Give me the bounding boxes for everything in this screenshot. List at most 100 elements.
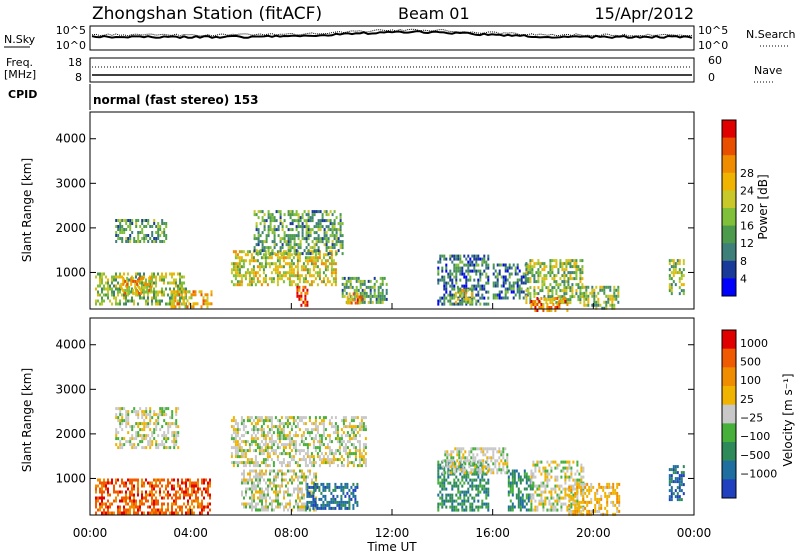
power-cell-2	[134, 282, 137, 286]
velocity-cell-2	[302, 434, 305, 438]
velocity-cell-5	[437, 481, 440, 485]
power-cell-14	[609, 294, 612, 298]
velocity-cell-7	[521, 496, 524, 500]
velocity-cell-2	[262, 458, 265, 462]
velocity-cell-5	[475, 505, 478, 509]
velocity-cell-9	[582, 497, 585, 501]
power-cell-12	[567, 283, 570, 287]
velocity-cell-9	[606, 482, 609, 486]
power-cell-5	[267, 225, 270, 229]
power-cell-12	[549, 262, 552, 266]
velocity-cell-9	[618, 500, 621, 504]
velocity-cell-5	[437, 466, 440, 470]
power-cell-4	[304, 265, 307, 269]
velocity-cell-2	[238, 428, 241, 432]
cpid-text: normal (fast stereo) 153	[93, 93, 259, 107]
velocity-cell-1	[153, 431, 156, 435]
velocity-cell-7	[531, 487, 534, 491]
velocity-cell-0	[185, 484, 187, 488]
time-x-axis: 00:00 04:00 08:00 12:00 16:00 20:00 00:00	[73, 303, 711, 540]
power-cell-4	[330, 250, 333, 254]
velocity-cell-2	[242, 428, 245, 432]
power-cell-12	[575, 283, 578, 287]
power-cell-1	[125, 219, 128, 222]
power-cell-0	[115, 275, 117, 279]
velocity-cell-0	[171, 508, 173, 512]
velocity-cell-2	[364, 416, 367, 420]
power-cell-4	[240, 259, 243, 263]
beam-label: Beam 01	[398, 4, 470, 23]
velocity-cell-1	[131, 410, 134, 414]
power-cell-4	[282, 265, 285, 269]
velocity-cell-1	[115, 416, 118, 420]
power-cell-2	[138, 279, 141, 283]
velocity-cell-5	[471, 487, 474, 491]
power-cell-5	[333, 219, 336, 223]
power-cell-5	[327, 213, 330, 217]
velocity-cell-6	[474, 471, 477, 475]
power-cell-0	[169, 272, 171, 276]
velocity-cell-0	[99, 490, 101, 494]
power-cell-7	[369, 297, 372, 301]
power-cell-11	[502, 284, 505, 288]
velocity-cell-8	[530, 478, 533, 482]
velocity-cell-2	[364, 446, 367, 450]
velocity-cell-8	[534, 505, 537, 509]
velocity-cell-5	[437, 460, 440, 464]
power-cell-4	[296, 265, 299, 269]
velocity-cell-0	[147, 505, 149, 509]
velocity-cell-2	[318, 440, 321, 444]
velocity-cell-5	[437, 475, 440, 479]
power-cell-11	[524, 275, 527, 279]
power-cell-11	[504, 263, 507, 267]
power-cell-4	[256, 265, 259, 269]
velocity-cell-6	[488, 456, 491, 460]
velocity-cell-5	[461, 505, 464, 509]
velocity-cell-0	[197, 490, 199, 494]
velocity-cell-10	[672, 471, 675, 475]
power-cell-4	[252, 271, 255, 275]
power-cell-5	[289, 234, 292, 238]
power-cell-9	[477, 263, 480, 267]
power-cell-4	[242, 274, 245, 278]
power-cell-5	[339, 225, 342, 229]
velocity-cell-2	[266, 446, 269, 450]
power-cell-12	[539, 262, 542, 266]
power-cell-5	[305, 213, 308, 217]
power-cell-9	[455, 278, 458, 282]
velocity-cell-1	[119, 413, 122, 417]
power-cell-9	[447, 275, 450, 279]
velocity-cell-6	[472, 456, 475, 460]
power-cell-9	[487, 296, 490, 300]
velocity-cell-0	[97, 499, 99, 503]
power-cell-0	[107, 284, 109, 288]
velocity-cell-6	[448, 471, 451, 475]
velocity-cell-1	[143, 437, 146, 441]
power-cell-5	[339, 222, 342, 226]
velocity-cell-4	[306, 506, 309, 510]
power-cell-5	[317, 246, 320, 250]
power-cell-9	[455, 254, 458, 258]
velocity-cell-7	[507, 469, 510, 473]
power-cell-5	[267, 252, 270, 256]
velocity-cell-1	[137, 410, 140, 414]
power-cell-7	[367, 285, 370, 289]
velocity-cell-1	[135, 437, 138, 441]
power-cell-4	[332, 268, 335, 272]
power-cell-12	[531, 268, 534, 272]
power-cell-15	[670, 271, 673, 275]
power-cell-0	[101, 290, 103, 294]
velocity-cell-3	[297, 502, 299, 506]
power-cell-1	[157, 237, 160, 240]
velocity-cell-1	[173, 437, 176, 441]
velocity-cell-4	[344, 485, 347, 489]
velocity-cell-2	[268, 440, 271, 444]
velocity-cell-0	[159, 490, 161, 494]
power-cell-4	[316, 271, 319, 275]
power-cell-9	[459, 266, 462, 270]
power-cell-15	[678, 280, 681, 284]
power-cell-1	[121, 225, 124, 228]
power-cell-12	[581, 283, 584, 287]
velocity-cell-2	[238, 437, 241, 441]
power-cell-7	[373, 285, 376, 289]
